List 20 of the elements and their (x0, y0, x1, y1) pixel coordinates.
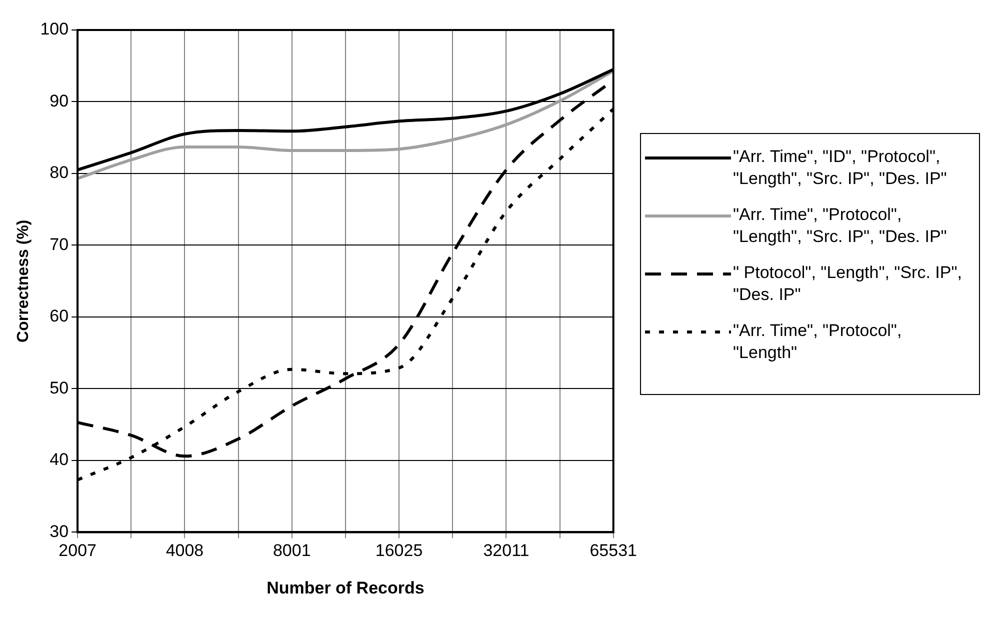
text: "Arr. Time", "Protocol", "Length", "Src. IP", "Des. IP" (733, 204, 948, 248)
x-axis-title: Number of Records (266, 578, 424, 598)
y-tick-label: 70 (50, 234, 69, 254)
x-tick-label: 16025 (375, 541, 423, 560)
x-tick-label: 32011 (483, 541, 530, 560)
text: "Arr. Time", "Protocol", "Length" (733, 320, 903, 364)
x-tick-label: 4008 (166, 541, 204, 560)
y-tick-label: 80 (50, 163, 69, 182)
y-tick-label: 40 (50, 450, 69, 470)
text: " Ptotocol", "Length", "Src. IP", "Des. IP" (733, 262, 963, 306)
x-tick-label: 8001 (272, 541, 311, 560)
text: "Arr. Time", "ID", "Protocol", "Length", "Src. IP", "Des. IP" (733, 146, 948, 190)
x-tick-label: 2007 (58, 541, 96, 560)
y-tick-label: 100 (40, 20, 69, 39)
y-tick-label: 30 (50, 522, 69, 541)
y-tick-label: 90 (50, 91, 69, 110)
y-tick-label: 60 (50, 306, 69, 326)
x-tick-label: 65531 (590, 541, 638, 560)
y-axis-title: Correctness (%) (15, 220, 32, 342)
y-tick-label: 50 (50, 378, 69, 398)
